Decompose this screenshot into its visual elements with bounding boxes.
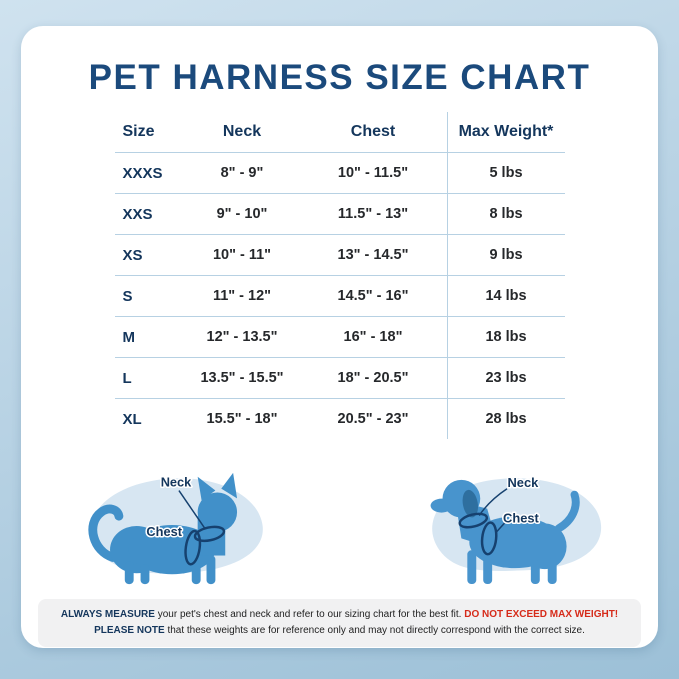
dog-chest-pointer-line — [495, 521, 506, 533]
dog-chest-label: Chest — [503, 510, 540, 525]
table-header-row: Size Neck Chest Max Weight* — [114, 112, 565, 153]
column-header-max-weight: Max Weight* — [446, 112, 565, 152]
footnote-line-1: ALWAYS MEASURE your pet's chest and neck… — [50, 607, 629, 623]
size-value: S — [122, 287, 133, 305]
max-weight-value: 14 lbs — [446, 276, 565, 316]
table-row-xs: XS 10" - 11" 13" - 14.5" 9 lbs — [114, 235, 565, 276]
dog-harness-outline — [458, 512, 498, 556]
chest-value: 20.5" - 23" — [337, 411, 409, 427]
dog-neck-pointer-line — [478, 488, 508, 516]
size-value: XXXS — [122, 164, 163, 182]
neck-value: 15.5" - 18" — [206, 411, 278, 427]
table-row-l: L 13.5" - 15.5" 18" - 20.5" 23 lbs — [114, 358, 565, 399]
always-measure-label: ALWAYS MEASURE — [60, 609, 155, 620]
table-row-s: S 11" - 12" 14.5" - 16" 14 lbs — [114, 276, 565, 317]
cat-illustration: Neck Chest — [88, 472, 263, 585]
cat-harness-outline — [184, 525, 226, 566]
size-chart-card: PET HARNESS SIZE CHART Size Neck Chest M… — [21, 26, 658, 648]
footnote-note-text: that these weights are for reference onl… — [164, 625, 585, 636]
size-value: XXS — [122, 205, 153, 223]
column-header-neck: Neck — [222, 123, 262, 140]
chest-value: 10" - 11.5" — [337, 165, 409, 181]
neck-value: 13.5" - 15.5" — [200, 370, 284, 386]
table-row-xl: XL 15.5" - 18" 20.5" - 23" 28 lbs — [115, 399, 565, 439]
dog-neck-loop — [458, 512, 489, 529]
chest-value: 16" - 18" — [343, 329, 403, 345]
dog-chest-strap — [480, 521, 498, 556]
neck-value: 11" - 12" — [212, 288, 272, 304]
size-table: Size Neck Chest Max Weight* XXXS 8" - 9"… — [114, 112, 565, 439]
chest-value: 14.5" - 16" — [337, 288, 409, 304]
page-title: PET HARNESS SIZE CHART — [88, 58, 591, 97]
dog-ear — [462, 489, 479, 518]
cat-chest-label: Chest — [146, 524, 182, 539]
cat-neck-pointer-line — [178, 490, 206, 529]
cat-chest-strap — [184, 529, 202, 566]
size-value: M — [122, 328, 136, 346]
max-weight-value: 8 lbs — [446, 194, 565, 234]
neck-value: 12" - 13.5" — [206, 329, 278, 345]
table-row-m: M 12" - 13.5" 16" - 18" 18 lbs — [114, 317, 565, 358]
max-weight-value: 23 lbs — [446, 358, 565, 398]
measurement-figures: Neck Chest — [21, 439, 658, 589]
table-row-xxxs: XXXS 8" - 9" 10" - 11.5" 5 lbs — [114, 153, 565, 194]
footnote-measure-text: your pet's chest and neck and refer to o… — [154, 609, 465, 620]
cat-silhouette-icon — [88, 472, 238, 585]
dog-tail — [554, 490, 580, 533]
cat-neck-loop — [193, 525, 226, 543]
chest-value: 11.5" - 13" — [337, 206, 409, 222]
dog-illustration: Neck Chest — [430, 473, 602, 585]
max-weight-value: 18 lbs — [446, 317, 565, 357]
chest-value: 13" - 14.5" — [337, 247, 409, 263]
cat-tail — [88, 504, 124, 562]
column-header-size: Size — [122, 123, 155, 140]
footnote: ALWAYS MEASURE your pet's chest and neck… — [38, 599, 641, 647]
column-header-chest: Chest — [350, 123, 396, 140]
max-weight-value: 28 lbs — [446, 399, 565, 439]
size-value: L — [122, 369, 132, 387]
table-row-xxs: XXS 9" - 10" 11.5" - 13" 8 lbs — [114, 194, 565, 235]
neck-value: 10" - 11" — [212, 247, 272, 263]
neck-value: 9" - 10" — [216, 206, 268, 222]
max-weight-value: 5 lbs — [446, 153, 565, 193]
size-value: XS — [122, 246, 143, 264]
cat-neck-label: Neck — [161, 475, 192, 490]
footnote-line-2: PLEASE NOTE that these weights are for r… — [50, 623, 629, 639]
max-weight-warning: DO NOT EXCEED MAX WEIGHT! — [464, 609, 619, 620]
chest-value: 18" - 20.5" — [337, 370, 409, 386]
max-weight-value: 9 lbs — [446, 235, 565, 275]
dog-silhouette-icon — [430, 479, 580, 585]
dog-neck-label: Neck — [507, 475, 539, 490]
size-value: XL — [122, 410, 142, 428]
neck-value: 8" - 9" — [220, 165, 264, 181]
please-note-label: PLEASE NOTE — [94, 625, 165, 636]
